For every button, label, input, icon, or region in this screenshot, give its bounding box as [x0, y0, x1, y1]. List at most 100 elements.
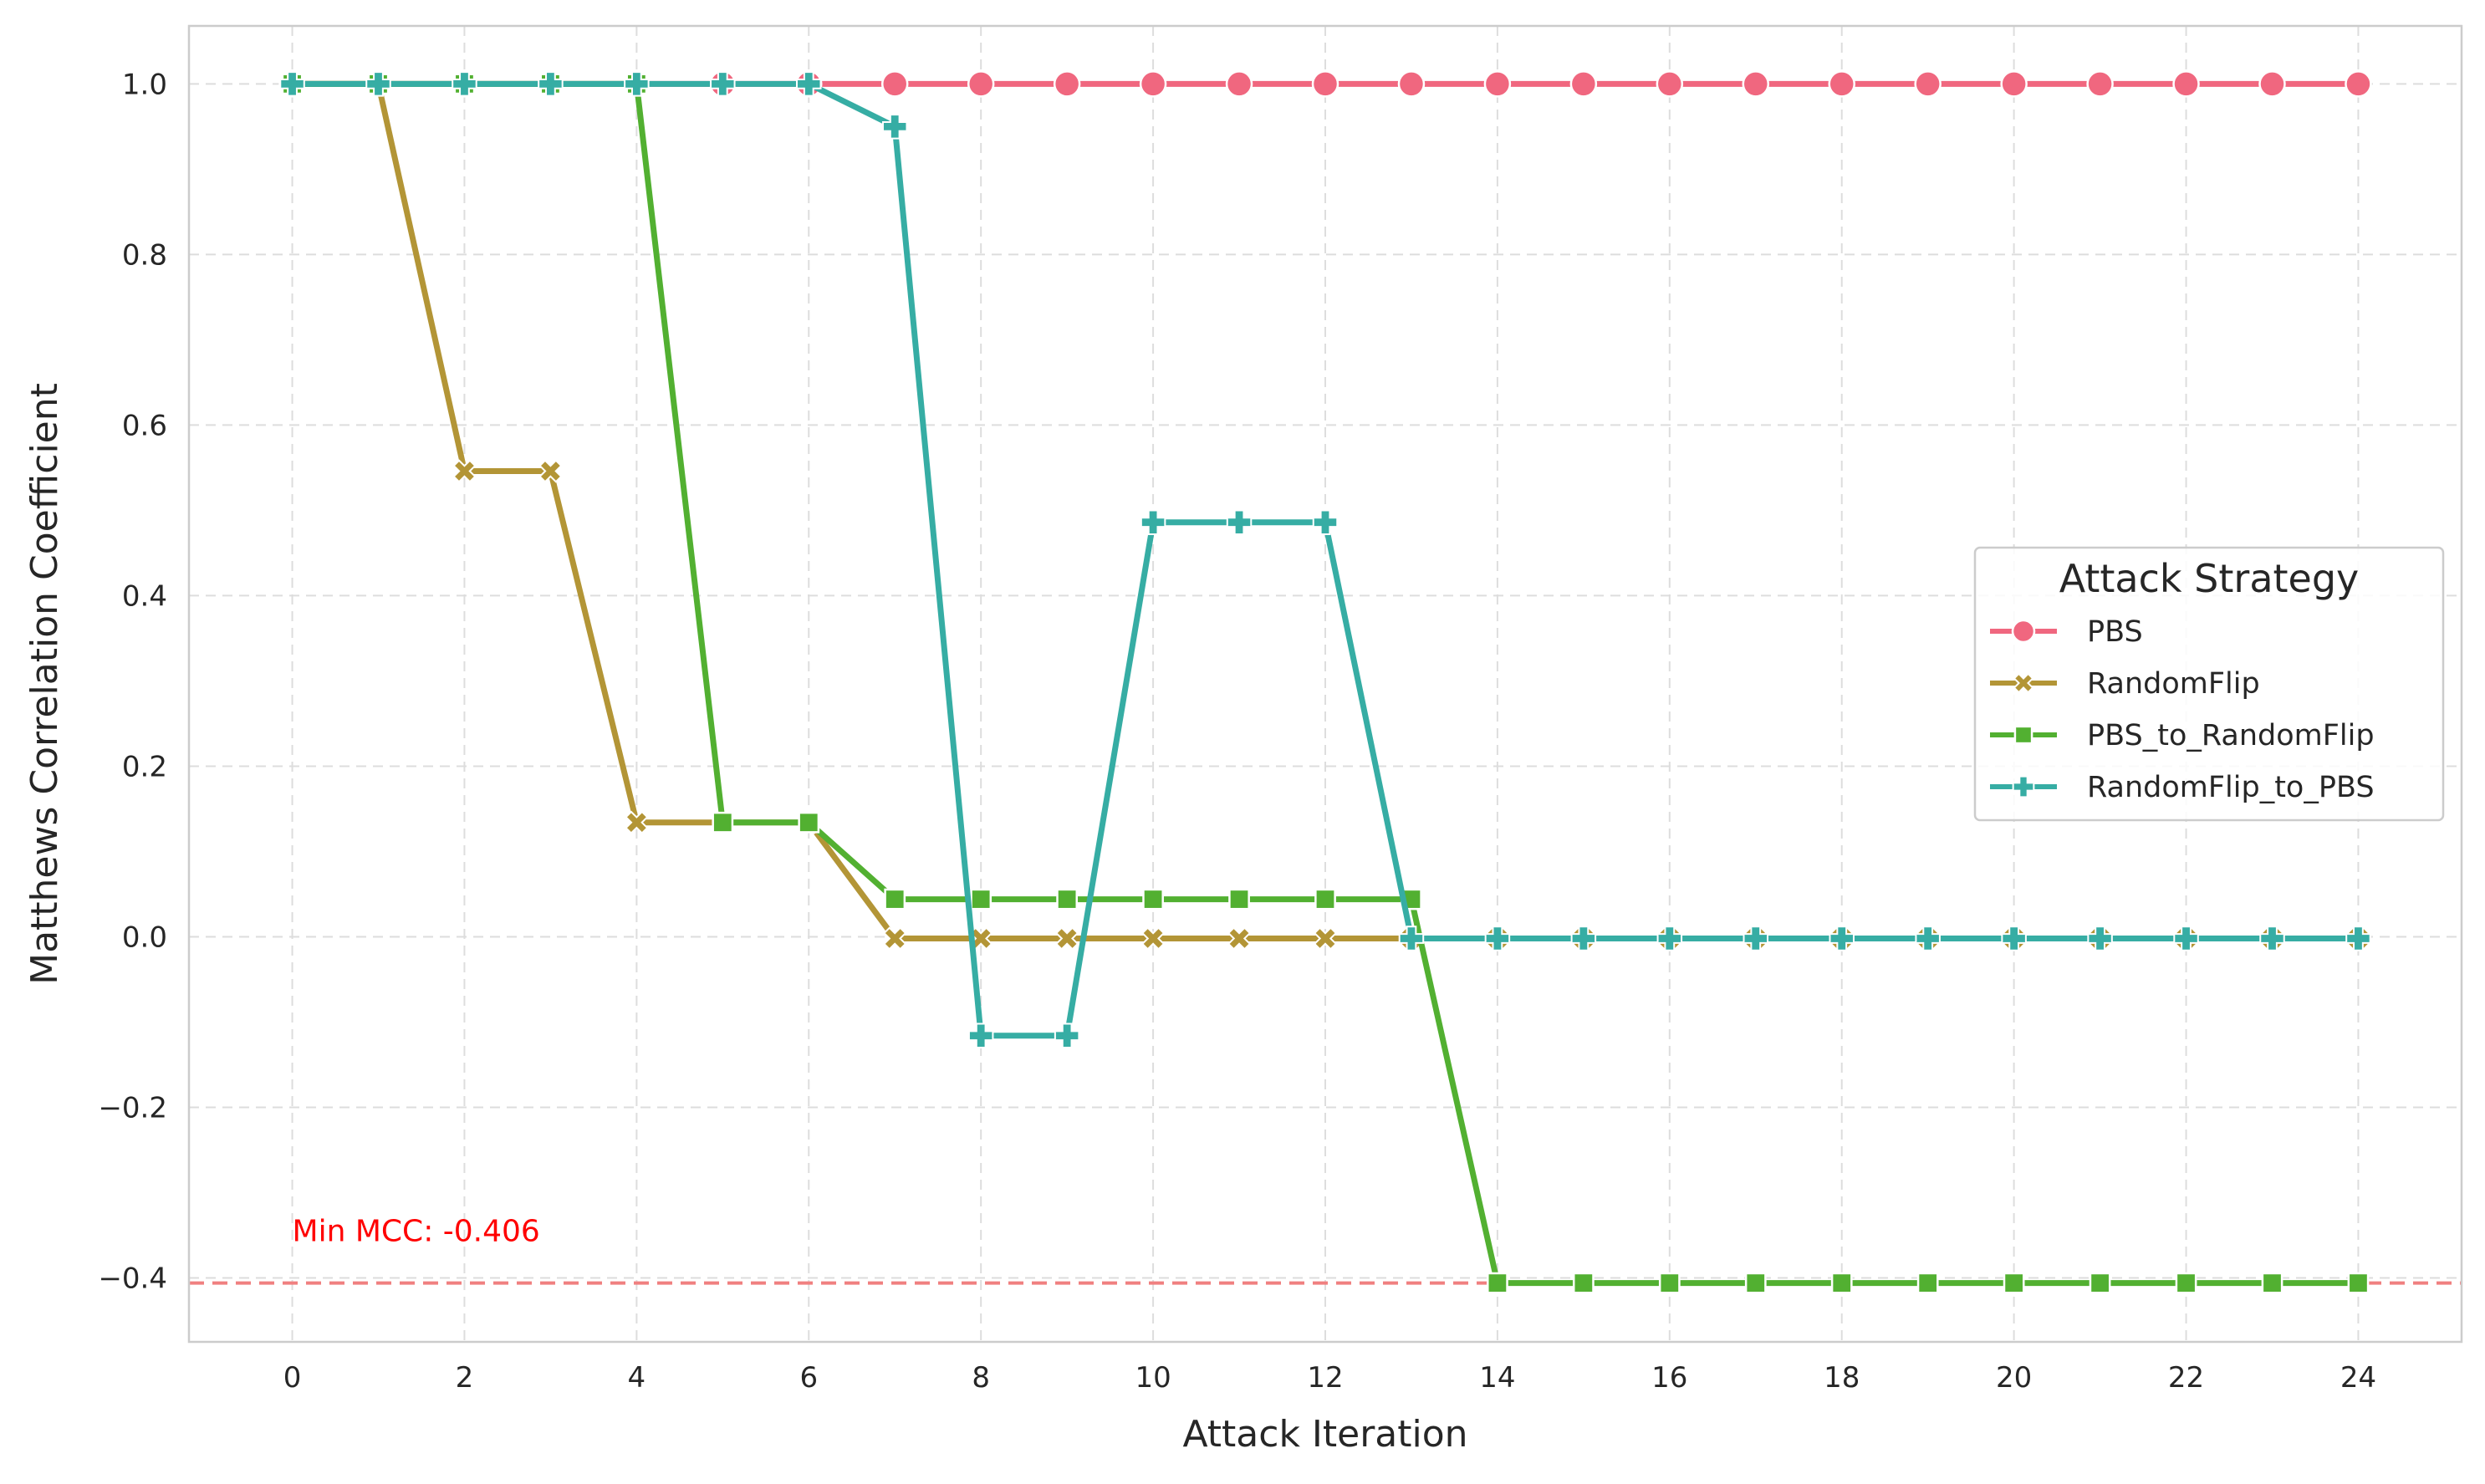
- data-point-pbs-to-randomflip: [2175, 1272, 2197, 1294]
- data-point-pbs: [880, 70, 909, 98]
- legend-marker-randomflip: [2013, 672, 2034, 694]
- y-tick-label: −0.4: [98, 1262, 167, 1295]
- data-point-randomflip-to-pbs: [279, 71, 305, 97]
- data-point-pbs-to-randomflip: [970, 888, 992, 910]
- reference-line-group: Min MCC: -0.406: [189, 1215, 2462, 1285]
- y-tick-label: 0.6: [122, 409, 167, 442]
- data-point-pbs-to-randomflip: [1142, 888, 1164, 910]
- data-point-pbs: [1483, 70, 1512, 98]
- x-tick-label: 6: [799, 1361, 818, 1395]
- data-point-pbs: [2086, 70, 2114, 98]
- data-point-randomflip-to-pbs: [967, 1022, 994, 1049]
- data-point-randomflip-to-pbs: [1570, 926, 1597, 951]
- data-point-randomflip-to-pbs: [624, 71, 650, 97]
- data-point-pbs-to-randomflip: [1658, 1272, 1681, 1294]
- legend-label-pbs: PBS: [2087, 615, 2143, 649]
- data-point-randomflip-to-pbs: [796, 71, 822, 97]
- series-group: [278, 70, 2372, 1294]
- y-axis-title: Matthews Correlation Coefficient: [23, 383, 66, 985]
- x-tick-label: 8: [972, 1361, 990, 1395]
- x-tick-label: 4: [628, 1361, 646, 1395]
- data-point-pbs-to-randomflip: [1916, 1272, 1939, 1294]
- data-point-pbs: [2258, 70, 2286, 98]
- data-point-pbs: [1225, 70, 1253, 98]
- legend-marker-randomflip-to-pbs: [2012, 775, 2035, 798]
- data-point-randomflip: [1140, 926, 1166, 951]
- min-mcc-annotation: Min MCC: -0.406: [293, 1215, 540, 1249]
- data-point-pbs: [1311, 70, 1339, 98]
- data-point-pbs-to-randomflip: [1830, 1272, 1853, 1294]
- y-tick-label: 1.0: [122, 68, 167, 101]
- data-point-pbs: [1828, 70, 1855, 98]
- data-point-pbs-to-randomflip: [2089, 1272, 2111, 1294]
- data-point-randomflip-to-pbs: [538, 71, 564, 97]
- data-point-randomflip-to-pbs: [365, 71, 391, 97]
- data-point-pbs: [1139, 70, 1167, 98]
- data-point-pbs-to-randomflip: [2261, 1272, 2283, 1294]
- data-point-randomflip-to-pbs: [1484, 926, 1511, 951]
- y-tick-label: 0.8: [122, 238, 167, 272]
- x-tick-label: 2: [456, 1361, 474, 1395]
- data-point-randomflip-to-pbs: [2087, 926, 2113, 951]
- tick-labels: 0 2 4 6 8 10 12 14 16 18 20 22 24−0.4−0.20.00.20.40.…: [98, 68, 2376, 1395]
- x-tick-label: 10: [1135, 1361, 1171, 1395]
- data-point-pbs: [1053, 70, 1081, 98]
- data-point-randomflip-to-pbs: [1312, 509, 1339, 535]
- data-point-randomflip-to-pbs: [2001, 926, 2027, 951]
- x-axis-title: Attack Iteration: [1182, 1413, 1467, 1456]
- data-point-pbs: [2172, 70, 2200, 98]
- data-point-randomflip-to-pbs: [1398, 926, 1425, 951]
- data-point-randomflip-to-pbs: [1743, 926, 1769, 951]
- legend-title: Attack Strategy: [2059, 556, 2360, 601]
- data-point-randomflip-to-pbs: [1656, 926, 1683, 951]
- data-point-pbs-to-randomflip: [2347, 1272, 2370, 1294]
- data-point-pbs: [1914, 70, 1942, 98]
- x-tick-label: 22: [2168, 1361, 2204, 1395]
- data-point-randomflip-to-pbs: [2173, 926, 2199, 951]
- data-point-pbs-to-randomflip: [1314, 888, 1336, 910]
- data-point-randomflip: [538, 459, 563, 483]
- data-point-pbs: [967, 70, 995, 98]
- y-tick-label: 0.4: [122, 579, 167, 613]
- legend: Attack Strategy PBS RandomFlip PBS_to_Rand…: [1973, 546, 2445, 822]
- data-point-pbs-to-randomflip: [1572, 1272, 1595, 1294]
- legend-marker-pbs: [2011, 619, 2036, 644]
- data-point-pbs-to-randomflip: [2003, 1272, 2025, 1294]
- data-point-pbs: [2345, 70, 2372, 98]
- data-point-randomflip-to-pbs: [1915, 926, 1941, 951]
- legend-box: [1973, 546, 2445, 822]
- data-point-pbs: [1656, 70, 1684, 98]
- data-point-randomflip-to-pbs: [2259, 926, 2285, 951]
- y-tick-label: 0.0: [122, 920, 167, 954]
- legend-entry-randomflip: RandomFlip: [1990, 667, 2260, 701]
- legend-marker-pbs-to-randomflip: [2013, 725, 2033, 745]
- data-point-pbs-to-randomflip: [712, 811, 734, 834]
- data-point-randomflip-to-pbs: [1829, 926, 1855, 951]
- legend-label-pbs-to-randomflip: PBS_to_RandomFlip: [2087, 719, 2375, 752]
- data-point-randomflip: [625, 810, 649, 834]
- x-tick-label: 12: [1307, 1361, 1343, 1395]
- data-point-pbs: [2000, 70, 2028, 98]
- series-randomflip-to-pbs: [279, 71, 2371, 1049]
- y-tick-label: −0.2: [98, 1091, 167, 1124]
- data-point-pbs-to-randomflip: [1056, 888, 1079, 910]
- data-point-randomflip-to-pbs: [710, 71, 736, 97]
- data-point-randomflip-to-pbs: [1226, 509, 1253, 535]
- data-point-pbs-to-randomflip: [1228, 888, 1250, 910]
- data-point-randomflip: [1313, 926, 1338, 951]
- data-point-randomflip-to-pbs: [2345, 926, 2371, 951]
- legend-entry-pbs-to-randomflip: PBS_to_RandomFlip: [1990, 719, 2375, 752]
- data-point-pbs-to-randomflip: [884, 888, 906, 910]
- data-point-pbs: [1397, 70, 1426, 98]
- data-point-randomflip: [969, 926, 993, 951]
- data-point-randomflip-to-pbs: [1140, 509, 1166, 535]
- y-tick-label: 0.2: [122, 750, 167, 783]
- data-point-randomflip: [1054, 926, 1079, 951]
- data-point-randomflip: [883, 926, 907, 951]
- plot-frame: [187, 24, 2463, 1344]
- data-point-pbs: [1742, 70, 1770, 98]
- data-point-pbs: [1569, 70, 1598, 98]
- data-point-pbs-to-randomflip: [1487, 1272, 1508, 1294]
